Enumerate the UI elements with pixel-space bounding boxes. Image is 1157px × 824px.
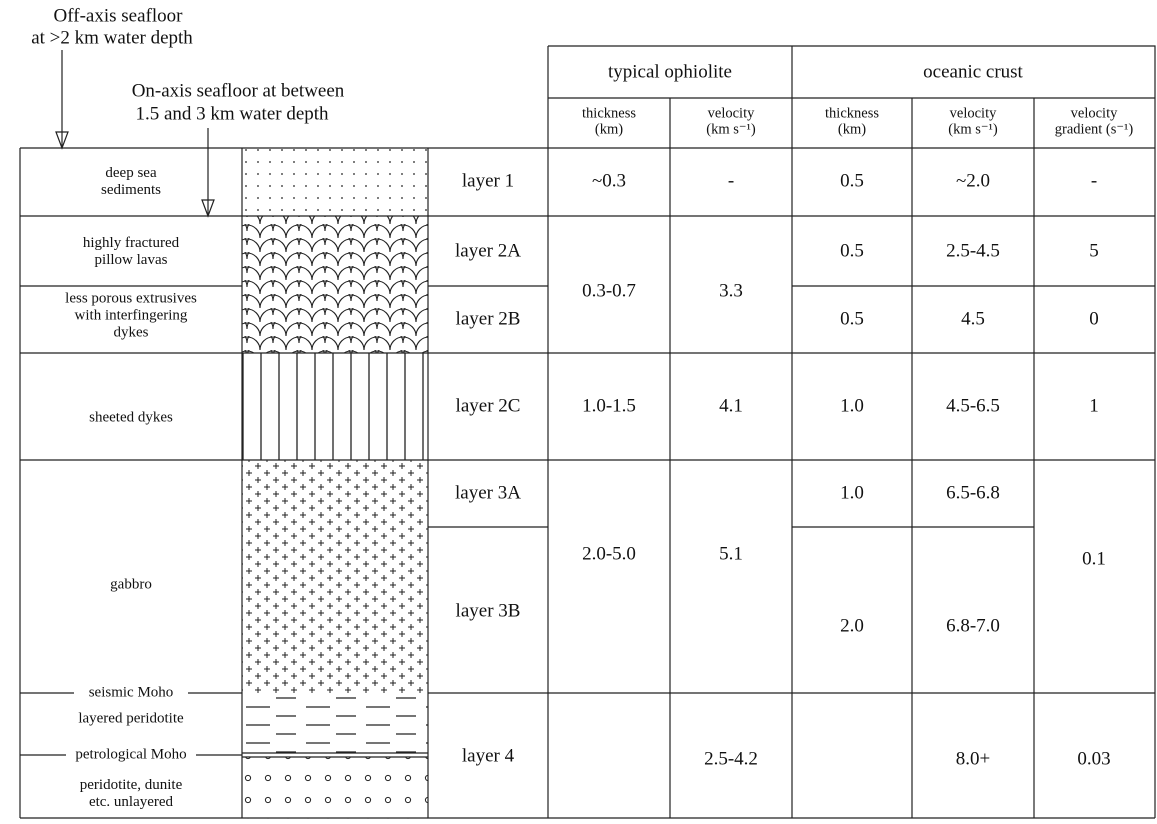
annotation: Off-axis seafloor: [54, 5, 184, 26]
lithology-label: pillow lavas: [95, 252, 168, 268]
row-lines: [20, 215, 1155, 819]
pattern-sediments: [242, 148, 428, 216]
lithology-label: less porous extrusives: [65, 290, 197, 306]
cell: -: [728, 170, 734, 191]
column-headers: thickness(km)velocity(km s⁻¹)thickness(k…: [582, 105, 1133, 137]
lithology-patterns: [242, 148, 428, 819]
boundary-label: petrological Moho: [75, 746, 186, 762]
column-header: (km s⁻¹): [948, 121, 998, 137]
lithology-label: deep sea: [105, 165, 157, 181]
cell: 1: [1089, 395, 1099, 416]
lithology-label: highly fractured: [83, 235, 180, 251]
pattern-sheeted-dykes: [242, 353, 428, 460]
layer-label: layer 4: [462, 745, 515, 766]
layer-label: layer 3B: [456, 600, 521, 621]
cell: 6.5-6.8: [946, 482, 1000, 503]
boundary-label: seismic Moho: [89, 684, 174, 700]
cell: -: [1091, 170, 1097, 191]
column-header: thickness: [582, 105, 636, 121]
lithology-label: sheeted dykes: [89, 409, 173, 425]
column-header: velocity: [1071, 105, 1118, 121]
cell: 4.1: [719, 395, 743, 416]
cell: 2.5-4.2: [704, 748, 758, 769]
cell: 3.3: [719, 280, 743, 301]
lithology-label: with interfingering: [75, 307, 188, 323]
cell: 1.0-1.5: [582, 395, 636, 416]
cell: 0.5: [840, 308, 864, 329]
pattern-layered-peridotite: [242, 693, 428, 753]
cell: ~2.0: [956, 170, 990, 191]
pattern-pillow-lavas: [242, 216, 428, 353]
column-header: gradient (s⁻¹): [1055, 121, 1134, 137]
lithology-label: layered peridotite: [78, 710, 184, 726]
group-header: oceanic crust: [923, 61, 1023, 82]
layer-label: layer 3A: [455, 482, 521, 503]
pattern-gabbro: [242, 460, 428, 693]
cell: 0: [1089, 308, 1099, 329]
cell: 8.0+: [956, 748, 990, 769]
cell: 0.5: [840, 170, 864, 191]
column-header: velocity: [950, 105, 997, 121]
table-lines: [19, 45, 1156, 819]
left-lines: [19, 147, 548, 818]
layer-label: layer 2A: [455, 240, 521, 261]
cell: 2.0: [840, 615, 864, 636]
annotation: On-axis seafloor at between: [132, 80, 345, 101]
cell: 4.5-6.5: [946, 395, 1000, 416]
layer-label: layer 1: [462, 170, 514, 191]
cell: 1.0: [840, 395, 864, 416]
lithology-label: etc. unlayered: [89, 794, 174, 810]
layer-label: layer 2B: [456, 308, 521, 329]
table-cells: layer 1 layer 2A layer 2B layer 2C layer 3A l…: [455, 170, 1111, 769]
cell: 0.1: [1082, 548, 1106, 569]
cell: 0.3-0.7: [582, 280, 636, 301]
layer-label: layer 2C: [456, 395, 521, 416]
column-header: velocity: [708, 105, 755, 121]
column-header: (km): [595, 121, 623, 137]
cell: 4.5: [961, 308, 985, 329]
cell: 6.8-7.0: [946, 615, 1000, 636]
annotation: at >2 km water depth: [31, 27, 193, 48]
cell: 2.5-4.5: [946, 240, 1000, 261]
annotation: 1.5 and 3 km water depth: [135, 103, 329, 124]
column-lines: [669, 98, 1035, 818]
group-header: typical ophiolite: [608, 61, 732, 82]
column-header: (km s⁻¹): [706, 121, 756, 137]
column-header: thickness: [825, 105, 879, 121]
pattern-peridotite: [242, 757, 428, 819]
lithology-label: peridotite, dunite: [80, 777, 183, 793]
lithology-label: dykes: [114, 324, 149, 340]
cell: 0.03: [1077, 748, 1110, 769]
cell: 5: [1089, 240, 1099, 261]
cell: 5.1: [719, 543, 743, 564]
moho-pattern-line: [242, 752, 428, 758]
cell: 0.5: [840, 240, 864, 261]
cell: 1.0: [840, 482, 864, 503]
arrow-heads: [55, 131, 215, 218]
cell: ~0.3: [592, 170, 626, 191]
lithology-label: sediments: [101, 182, 161, 198]
cell: 2.0-5.0: [582, 543, 636, 564]
column-header: (km): [838, 121, 866, 137]
header-lines: [547, 45, 1156, 818]
lithology-label: gabbro: [110, 576, 152, 592]
